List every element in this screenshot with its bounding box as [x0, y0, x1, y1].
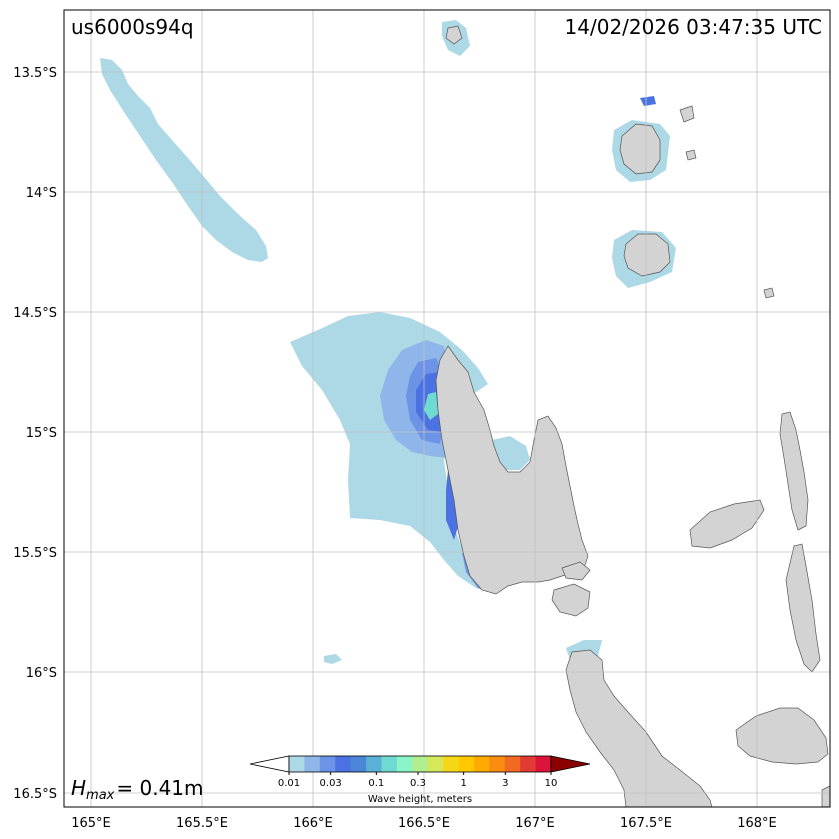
colorbar-tick-label: 1 [460, 778, 466, 789]
colorbar-cell [458, 756, 475, 772]
colorbar-cell [381, 756, 398, 772]
colorbar-cell [396, 756, 413, 772]
colorbar-cell [504, 756, 521, 772]
island-espiritu-santo [435, 345, 589, 595]
island-small-east [561, 561, 591, 581]
lat-tick: 13.5°S [13, 66, 57, 81]
island-north-1-small [679, 105, 695, 123]
lon-tick: 165.5°E [176, 816, 228, 831]
wave-band-peak [424, 392, 438, 420]
longitude-labels: 165°E 165.5°E 166°E 166.5°E 167°E 167.5°… [71, 816, 777, 831]
wave-patch-east-bay [492, 436, 530, 470]
colorbar-cell [473, 756, 490, 772]
colorbar-tick-label: 3 [502, 778, 508, 789]
colorbar-cell [366, 756, 382, 772]
colorbar-cell [427, 756, 444, 772]
colorbar-tick-label: 0.01 [278, 778, 300, 789]
island-north-1 [619, 123, 661, 175]
lon-tick: 165°E [71, 816, 111, 831]
lat-tick: 16°S [26, 666, 57, 681]
colorbar-cell [304, 756, 321, 772]
colorbar-cell [335, 756, 352, 772]
colorbar-cell [412, 756, 429, 772]
timestamp-label: 14/02/2026 03:47:35 UTC [565, 15, 822, 39]
event-id-label: us6000s94q [71, 15, 194, 39]
latitude-labels: 13.5°S 14°S 14.5°S 15°S 15.5°S 16°S 16.5… [13, 66, 57, 802]
land [435, 25, 831, 808]
island-far-se [821, 785, 831, 808]
colorbar-cell [520, 756, 537, 772]
island-east-elongated [779, 411, 809, 531]
lat-tick: 15.5°S [13, 546, 57, 561]
hmax-label: Hmax = 0.41m [71, 776, 204, 803]
colorbar-tick-label: 0.1 [368, 778, 384, 789]
lon-tick: 167.5°E [620, 816, 672, 831]
lat-tick: 14°S [26, 186, 57, 201]
wave-patch-ne [640, 96, 656, 106]
colorbar-cell [489, 756, 506, 772]
island-ambrym [735, 707, 829, 765]
colorbar-tick-label: 0.03 [320, 778, 342, 789]
colorbar-tick-label: 10 [545, 778, 558, 789]
island-north-2 [623, 233, 671, 277]
hmax-symbol: H [71, 776, 86, 800]
island-north-1-dot [685, 149, 697, 161]
lat-tick: 15°S [26, 426, 57, 441]
island-malekula [565, 649, 713, 808]
island-east-mid [689, 499, 765, 549]
colorbar-outline [288, 755, 552, 773]
lon-tick: 166°E [293, 816, 333, 831]
lon-tick: 167°E [515, 816, 555, 831]
colorbar-cell [443, 756, 460, 772]
island-north-top [445, 25, 463, 45]
lat-tick: 16.5°S [13, 787, 57, 802]
lon-tick: 168°E [737, 816, 777, 831]
graticule [64, 10, 830, 807]
colorbar-cell [319, 756, 336, 772]
lat-tick: 14.5°S [13, 306, 57, 321]
wave-patch-small-west [324, 654, 342, 664]
colorbar-cell [350, 756, 367, 772]
hmax-value: = 0.41m [116, 776, 203, 800]
wave-patch-northwest [100, 58, 268, 262]
colorbar-cell [535, 756, 552, 772]
lon-tick: 166.5°E [398, 816, 450, 831]
island-tiny-east [763, 287, 775, 299]
colorbar-cell [289, 756, 305, 772]
hmax-subscript: max [86, 788, 115, 803]
colorbar-title: Wave height, meters [368, 794, 472, 805]
island-malo [551, 583, 591, 617]
colorbar: 0.01 0.03 0.1 0.3 1 3 10 Wave height, meters [249, 755, 591, 805]
map-frame [63, 9, 831, 808]
colorbar-tick-label: 0.3 [410, 778, 426, 789]
island-east-long [785, 543, 821, 673]
